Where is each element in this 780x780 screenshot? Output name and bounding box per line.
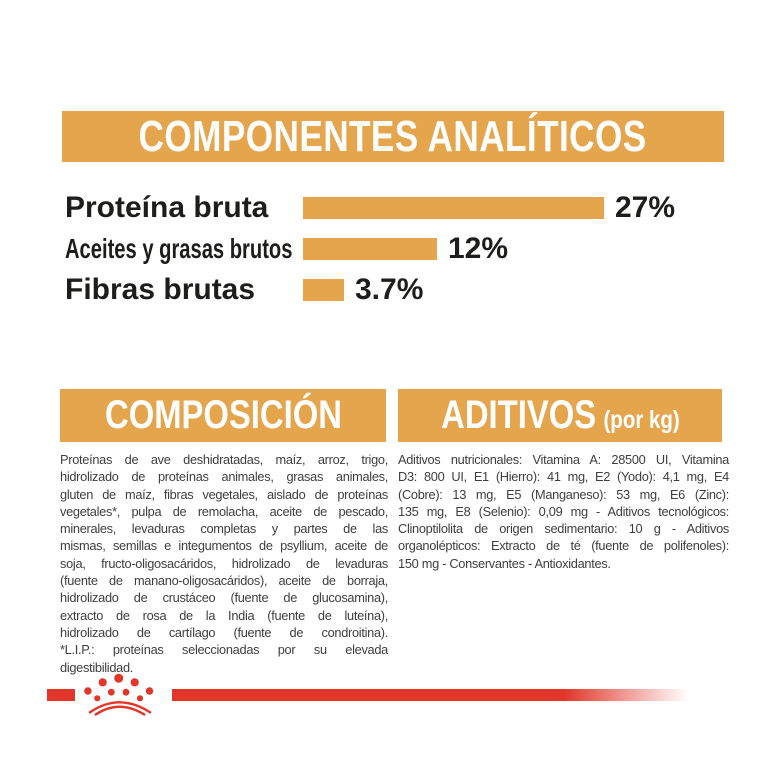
chart-label-protein: Proteína bruta — [65, 191, 269, 224]
composition-paragraph: Proteínas de ave deshidratadas, maíz, ar… — [60, 451, 388, 676]
paragraph-line: hidrolizado de crustáceo (fuente de gluc… — [60, 590, 388, 606]
value-protein: 27% — [615, 191, 676, 224]
brand-band-left — [47, 689, 75, 701]
additives-header-banner: ADITIVOS (por kg) — [398, 389, 722, 442]
paragraph-line: 150 mg - Conservantes - Antioxidantes. — [398, 555, 611, 571]
chart-row-protein: Proteína bruta 27% — [65, 191, 725, 224]
composition-header-banner: COMPOSICIÓN — [60, 389, 386, 442]
chart-row-fats: Aceites y grasas brutos 12% — [65, 232, 725, 265]
paragraph-line: vegetales*, pulpa de remolacha, aceite d… — [60, 503, 388, 519]
page-title: COMPONENTES ANALÍTICOS — [138, 111, 648, 161]
components-header-banner: COMPONENTES ANALÍTICOS — [62, 111, 724, 162]
paragraph-line: hidrolizado de cartílago (fuente de cond… — [60, 624, 388, 640]
paragraph-line: mismas, semillas e integumentos de psyll… — [60, 538, 388, 554]
chart-row-fibre: Fibras brutas 3.7% — [65, 273, 725, 306]
bar-fats — [303, 238, 437, 260]
bar-fibre — [303, 279, 344, 301]
additives-paragraph: Aditivos nutricionales: Vitamina A: 2850… — [398, 451, 729, 572]
paragraph-line: digestibilidad. — [60, 659, 134, 675]
paragraph-line: hidrolizado de proteínas animales, grasa… — [60, 469, 388, 485]
bar-protein — [303, 197, 604, 219]
value-fats: 12% — [448, 232, 509, 265]
composition-title: COMPOSICIÓN — [104, 393, 342, 437]
paragraph-line: extracto de rosa de la India (fuente de … — [60, 607, 388, 623]
additives-title-suffix: (por kg) — [602, 406, 680, 434]
paragraph-line: gluten de maíz, fibras vegetales, aislad… — [60, 486, 388, 502]
paragraph-line: minerales, levaduras completas y partes … — [60, 521, 388, 537]
paragraph-line: 135 mg, E8 (Selenio): 0,09 mg - Aditivos… — [398, 503, 729, 519]
chart-label-fibre: Fibras brutas — [65, 273, 256, 306]
paragraph-line: *L.I.P.: proteínas seleccionadas por su … — [60, 642, 388, 658]
additives-title: ADITIVOS — [440, 393, 596, 437]
paragraph-line: D3: 800 UI, E1 (Hierro): 41 mg, E2 (Yodo… — [398, 469, 729, 485]
royal-canin-crown-icon — [84, 673, 154, 716]
paragraph-line: organolépticos: Extracto de té (fuente d… — [398, 538, 729, 554]
paragraph-line: (fuente de manano-oligosacáridos), aceit… — [60, 573, 388, 589]
paragraph-line: Aditivos nutricionales: Vitamina A: 2850… — [398, 452, 729, 467]
paragraph-line: soja, fructo-oligosacáridos, hidrolizado… — [60, 555, 388, 571]
paragraph-line: Proteínas de ave deshidratadas, maíz, ar… — [60, 452, 388, 467]
chart-label-fats: Aceites y grasas brutos — [65, 233, 293, 264]
value-fibre: 3.7% — [355, 273, 424, 306]
analytical-components-chart: Proteína bruta 27% Aceites y grasas brut… — [65, 191, 725, 320]
paragraph-line: (Cobre): 13 mg, E5 (Manganeso): 53 mg, E… — [398, 486, 729, 502]
paragraph-line: Clinoptilolita de origen sedimentario: 1… — [398, 521, 729, 537]
brand-band-right-fading — [172, 689, 688, 701]
